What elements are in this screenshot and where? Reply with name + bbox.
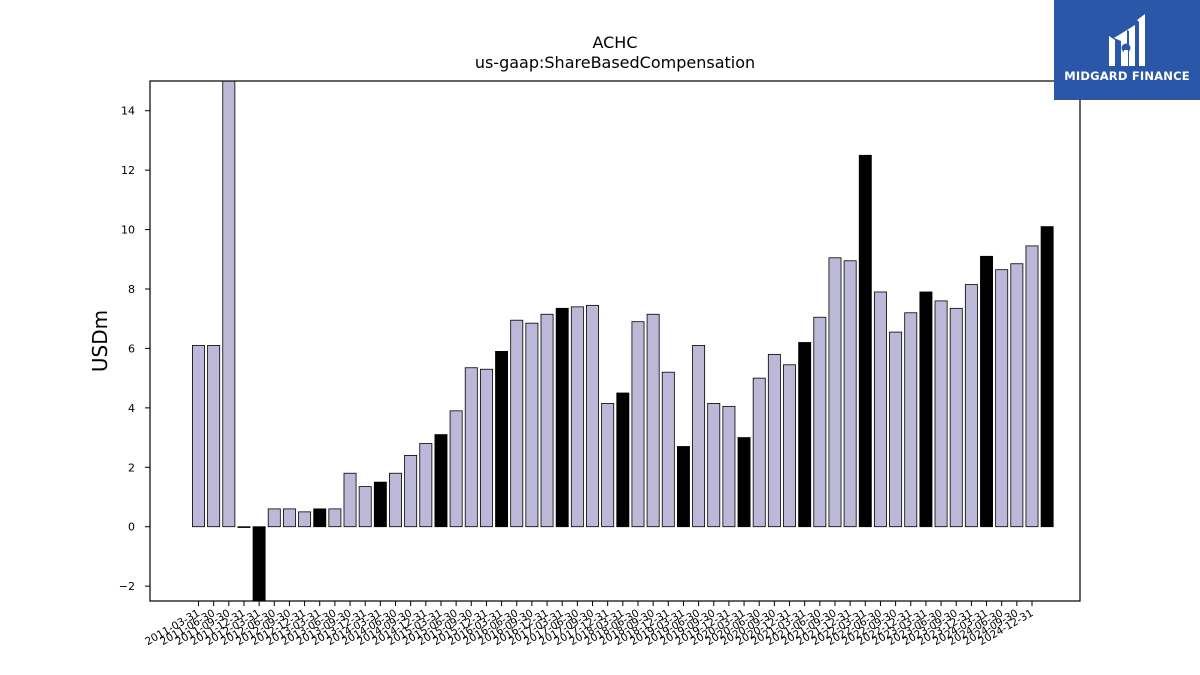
bar-2014-09-30: [404, 454, 418, 528]
y-axis: −2 0 2 4 6 8 10 12 14: [119, 105, 150, 593]
bar-2020-12-31: [783, 364, 796, 528]
bar-2015-03-31: [434, 434, 448, 528]
bar-2016-03-31: [495, 350, 509, 528]
bar-2021-06-30: [813, 316, 827, 528]
bar-2024-03-31: [980, 255, 993, 528]
bar-2020-09-30: [767, 353, 781, 528]
bar-2012-03-31: [252, 526, 266, 602]
bars-layer: [192, 80, 1054, 602]
bar-2017-09-30: [586, 304, 599, 528]
bar-2020-06-30: [752, 377, 766, 528]
bar-2019-09-30: [707, 402, 721, 528]
bar-2023-09-30: [949, 307, 963, 528]
y-tick-label: 4: [128, 402, 135, 415]
bar-2013-12-31: [358, 486, 372, 528]
bar-2016-09-30: [525, 322, 539, 528]
bar-2022-12-31: [904, 312, 918, 528]
bar-2013-03-31: [313, 508, 327, 528]
plot-frame: [149, 80, 1081, 602]
bar-2012-12-31: [298, 511, 312, 528]
bar-2011-03-31: [192, 345, 205, 528]
bar-2018-12-31: [661, 371, 675, 528]
bar-2013-06-30: [328, 508, 342, 528]
bar-2017-03-31: [555, 307, 569, 528]
bar-2022-09-30: [889, 331, 903, 528]
bar-2022-03-31: [858, 154, 872, 528]
bar-2012-06-30: [267, 508, 281, 528]
bar-undefined: [1040, 226, 1054, 528]
bar-2017-06-30: [570, 306, 584, 528]
bar-2015-12-31: [479, 368, 493, 528]
bar-2023-06-30: [934, 300, 948, 528]
bar-2018-03-31: [616, 392, 630, 528]
y-tick-label: −2: [119, 580, 135, 593]
bar-2014-03-31: [373, 481, 387, 528]
bar-2013-09-30: [343, 472, 357, 528]
bar-2024-12-31: [1025, 245, 1039, 528]
bar-2015-09-30: [464, 367, 478, 528]
bar-2021-03-31: [798, 342, 812, 528]
bar-2011-06-30: [207, 345, 221, 528]
bar-2015-06-30: [449, 410, 463, 528]
bar-2019-06-30: [692, 345, 706, 528]
bar-2023-03-31: [919, 291, 933, 528]
bar-2019-12-31: [722, 405, 736, 528]
bar-2016-12-31: [540, 313, 554, 528]
y-tick-label: 8: [128, 283, 135, 296]
y-tick-label: 2: [128, 461, 135, 474]
bar-2019-03-31: [676, 446, 690, 528]
bar-2024-09-30: [1010, 263, 1024, 528]
bar-2021-12-31: [843, 260, 857, 528]
y-tick-label: 12: [121, 164, 135, 177]
bar-2011-12-31: [237, 526, 251, 528]
bar-2014-06-30: [389, 472, 402, 528]
y-tick-label: 14: [121, 105, 135, 118]
chart-subtitle: us-gaap:ShareBasedCompensation: [475, 53, 755, 72]
bar-2020-03-31: [737, 437, 751, 528]
bar-2024-06-30: [995, 269, 1009, 528]
bar-2023-12-31: [964, 284, 978, 528]
midgard-m-logo-icon: [1109, 14, 1145, 66]
bar-2014-12-31: [419, 443, 433, 528]
bar-2018-09-30: [646, 313, 660, 528]
midgard-finance-logo: MIDGARD FINANCE: [1054, 0, 1200, 100]
bar-2011-09-30: [222, 80, 236, 528]
bar-2021-09-30: [828, 257, 842, 528]
y-axis-label: USDm: [88, 310, 112, 372]
logo-text: MIDGARD FINANCE: [1064, 69, 1190, 83]
chart-title: ACHC: [592, 33, 637, 52]
y-tick-label: 0: [128, 521, 135, 534]
y-tick-label: 6: [128, 342, 135, 355]
bar-2022-06-30: [873, 291, 887, 528]
bar-2012-09-30: [282, 508, 296, 528]
y-tick-label: 10: [121, 224, 135, 237]
bar-2016-06-30: [510, 319, 524, 528]
bar-2018-06-30: [631, 321, 645, 528]
x-axis: 2011-03-312011-06-302011-09-302011-12-31…: [143, 601, 1036, 648]
bar-2017-12-31: [601, 402, 615, 528]
